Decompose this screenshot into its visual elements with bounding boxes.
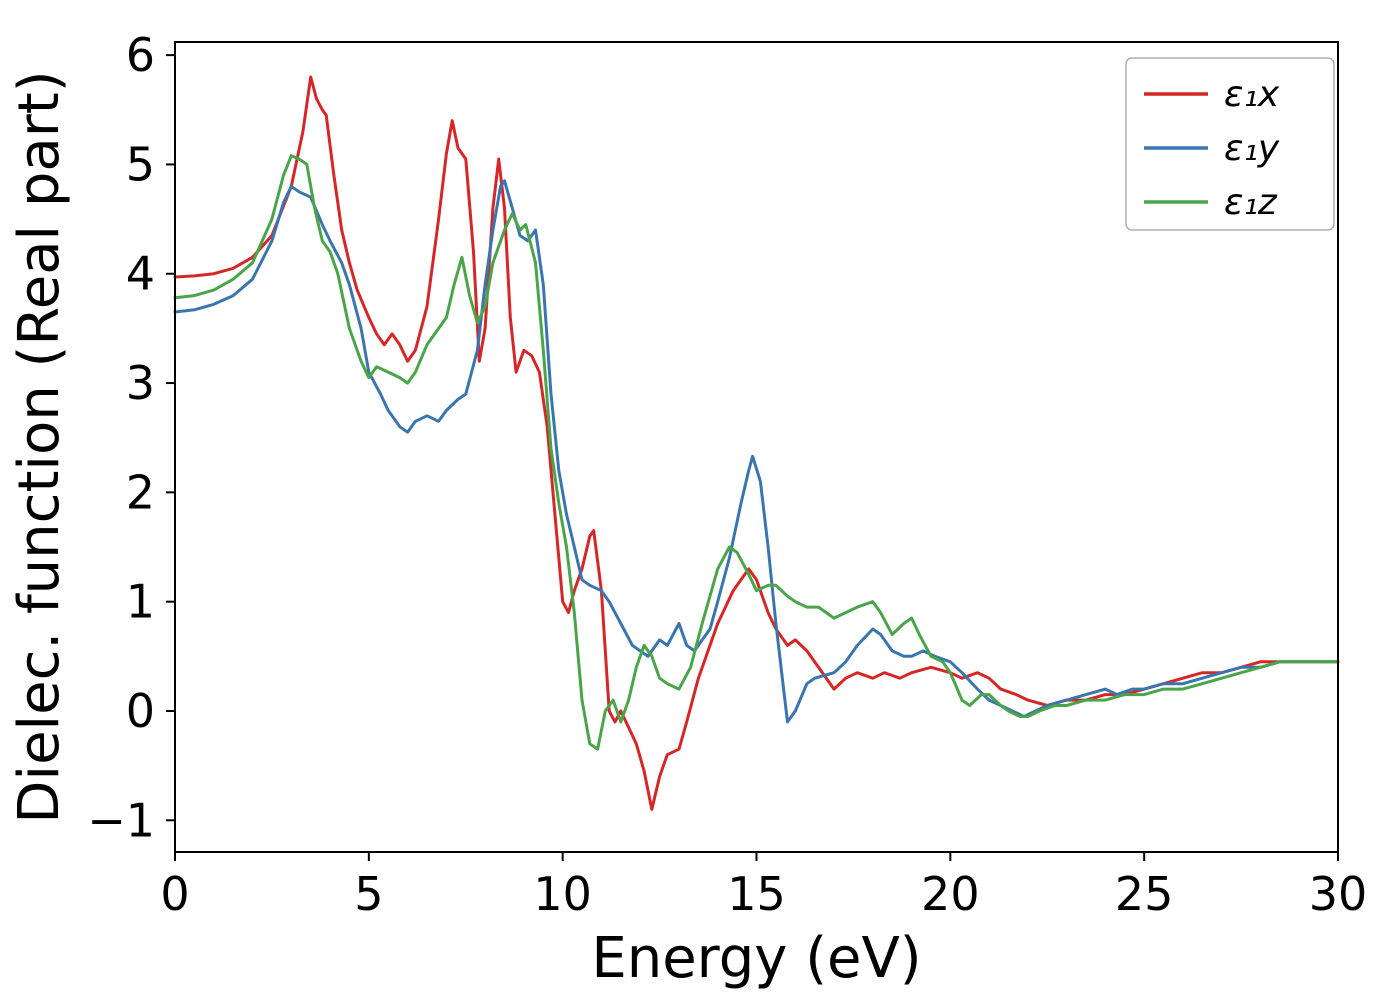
x-tick-label: 15 <box>727 867 786 921</box>
y-tick-label: 4 <box>126 247 155 301</box>
x-tick-label: 25 <box>1115 867 1174 921</box>
legend-label-eps1y: ε₁y <box>1224 128 1280 169</box>
y-tick-label: 2 <box>126 465 155 519</box>
x-tick-label: 20 <box>921 867 980 921</box>
x-axis-label: Energy (eV) <box>591 926 921 991</box>
y-tick-label: 1 <box>126 575 155 629</box>
y-tick-label: −1 <box>87 793 155 847</box>
legend-label-eps1x: ε₁x <box>1224 74 1280 115</box>
y-tick-label: 3 <box>126 356 155 410</box>
x-tick-label: 30 <box>1309 867 1368 921</box>
legend-box <box>1125 57 1335 231</box>
y-tick-label: 6 <box>126 28 155 82</box>
series-line-eps1z <box>173 154 1340 751</box>
y-tick-label: 5 <box>126 137 155 191</box>
series-line-eps1y <box>173 179 1340 724</box>
x-tick-label: 10 <box>533 867 592 921</box>
y-tick-label: 0 <box>126 684 155 738</box>
legend-label-eps1z: ε₁z <box>1224 182 1278 223</box>
x-tick-label: 5 <box>354 867 383 921</box>
legend: ε₁x ε₁y ε₁z <box>1125 57 1335 231</box>
y-axis-label: Dielec. function (Real part) <box>7 70 72 823</box>
x-tick-label: 0 <box>160 867 189 921</box>
